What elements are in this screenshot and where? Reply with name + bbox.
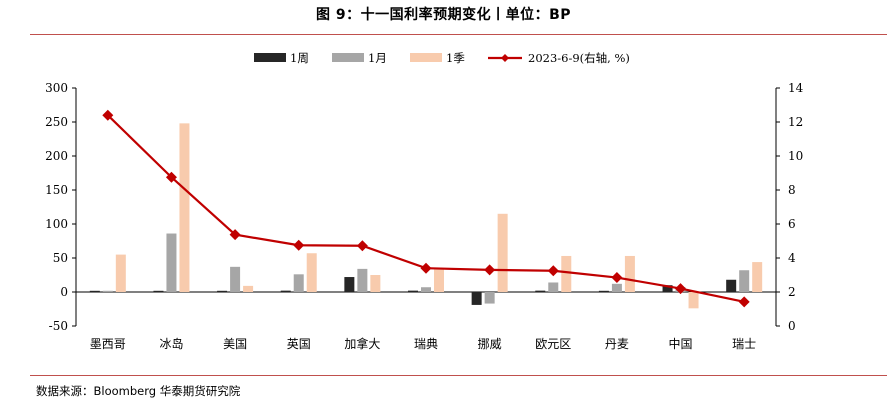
bar-1月 (102, 290, 113, 292)
legend-label: 1季 (446, 51, 465, 65)
series-line (107, 114, 745, 303)
source-note: 数据来源：Bloomberg 华泰期货研究院 (36, 384, 241, 398)
bar-1季 (624, 255, 635, 292)
bar-1月 (484, 292, 495, 304)
category-label: 中国 (669, 336, 693, 351)
category-label: 瑞典 (414, 337, 438, 351)
bar-1周 (535, 290, 546, 292)
category-label: 美国 (223, 337, 247, 351)
right-tick-label: 14 (788, 81, 804, 95)
bar-1季 (243, 285, 254, 292)
line-marker (547, 265, 559, 277)
left-tick-label: 50 (53, 251, 68, 265)
bar-1周 (726, 279, 737, 292)
bar-1季 (115, 254, 126, 292)
bar-1月 (166, 233, 177, 292)
bar-1月 (421, 287, 431, 292)
bar-1周 (662, 285, 673, 292)
legend-swatch (410, 53, 442, 62)
category-label: 欧元区 (535, 337, 571, 351)
bar-1周 (153, 290, 164, 292)
legend-label: 1月 (368, 51, 387, 65)
bar-1周 (217, 290, 228, 292)
left-tick-label: 300 (45, 81, 68, 95)
line-marker (293, 239, 305, 251)
line-marker (165, 171, 177, 183)
left-tick-label: 0 (60, 285, 68, 299)
bar-1季 (688, 292, 699, 309)
bar-1季 (434, 269, 444, 292)
category-label: 加拿大 (344, 336, 380, 351)
line-marker (611, 272, 623, 284)
category-label: 墨西哥 (90, 337, 126, 351)
legend-label: 2023-6-9(右轴, %) (528, 51, 630, 65)
chart-title: 图 9：十一国利率预期变化丨单位：BP (315, 7, 572, 23)
bar-1周 (471, 292, 482, 305)
line-marker (675, 283, 687, 295)
left-tick-label: 250 (45, 115, 68, 129)
legend-swatch (332, 53, 364, 62)
bar-1月 (548, 282, 559, 292)
bar-1季 (752, 262, 763, 292)
line-marker (484, 264, 496, 276)
category-label: 瑞士 (732, 337, 756, 351)
bar-1周 (408, 290, 418, 292)
bar-1季 (370, 275, 381, 292)
line-marker (356, 240, 368, 252)
category-label: 丹麦 (605, 337, 629, 351)
right-tick-label: 2 (788, 285, 796, 299)
legend-marker (501, 54, 509, 62)
right-tick-label: 0 (788, 319, 796, 333)
bar-1月 (357, 268, 368, 292)
chart: -50 0 50 100 150 200 250 300 0 2 4 6 8 10 12 14 墨西哥 冰岛 美国 英… (45, 51, 804, 351)
category-label: 英国 (287, 337, 311, 351)
right-tick-label: 8 (788, 183, 796, 197)
line-marker (102, 109, 114, 121)
category-label: 冰岛 (159, 336, 183, 351)
bar-1周 (598, 290, 609, 292)
bar-1周 (89, 290, 100, 292)
bar-1周 (344, 277, 355, 292)
footer-divider (30, 375, 887, 376)
left-tick-label: 200 (45, 149, 68, 163)
line-marker (229, 229, 241, 241)
bar-1季 (497, 213, 508, 292)
right-tick-label: 6 (788, 217, 796, 231)
line-marker (420, 262, 432, 274)
right-tick-label: 12 (788, 115, 803, 129)
title-divider (30, 34, 887, 35)
bar-1季 (561, 255, 572, 292)
bar-1月 (739, 270, 750, 292)
legend-swatch (254, 53, 286, 62)
bar-1月 (293, 274, 304, 292)
left-tick-label: 100 (45, 217, 68, 231)
bar-1月 (230, 266, 241, 292)
category-label: 挪威 (478, 337, 502, 351)
bar-1季 (179, 123, 190, 292)
left-tick-label: 150 (45, 183, 68, 197)
line-marker (738, 296, 750, 308)
bar-1周 (280, 290, 291, 292)
bar-1季 (306, 253, 317, 292)
bar-1月 (611, 283, 622, 292)
right-tick-label: 10 (788, 149, 803, 163)
right-tick-label: 4 (788, 251, 796, 265)
legend-label: 1周 (290, 51, 309, 65)
left-tick-label: -50 (49, 319, 68, 333)
